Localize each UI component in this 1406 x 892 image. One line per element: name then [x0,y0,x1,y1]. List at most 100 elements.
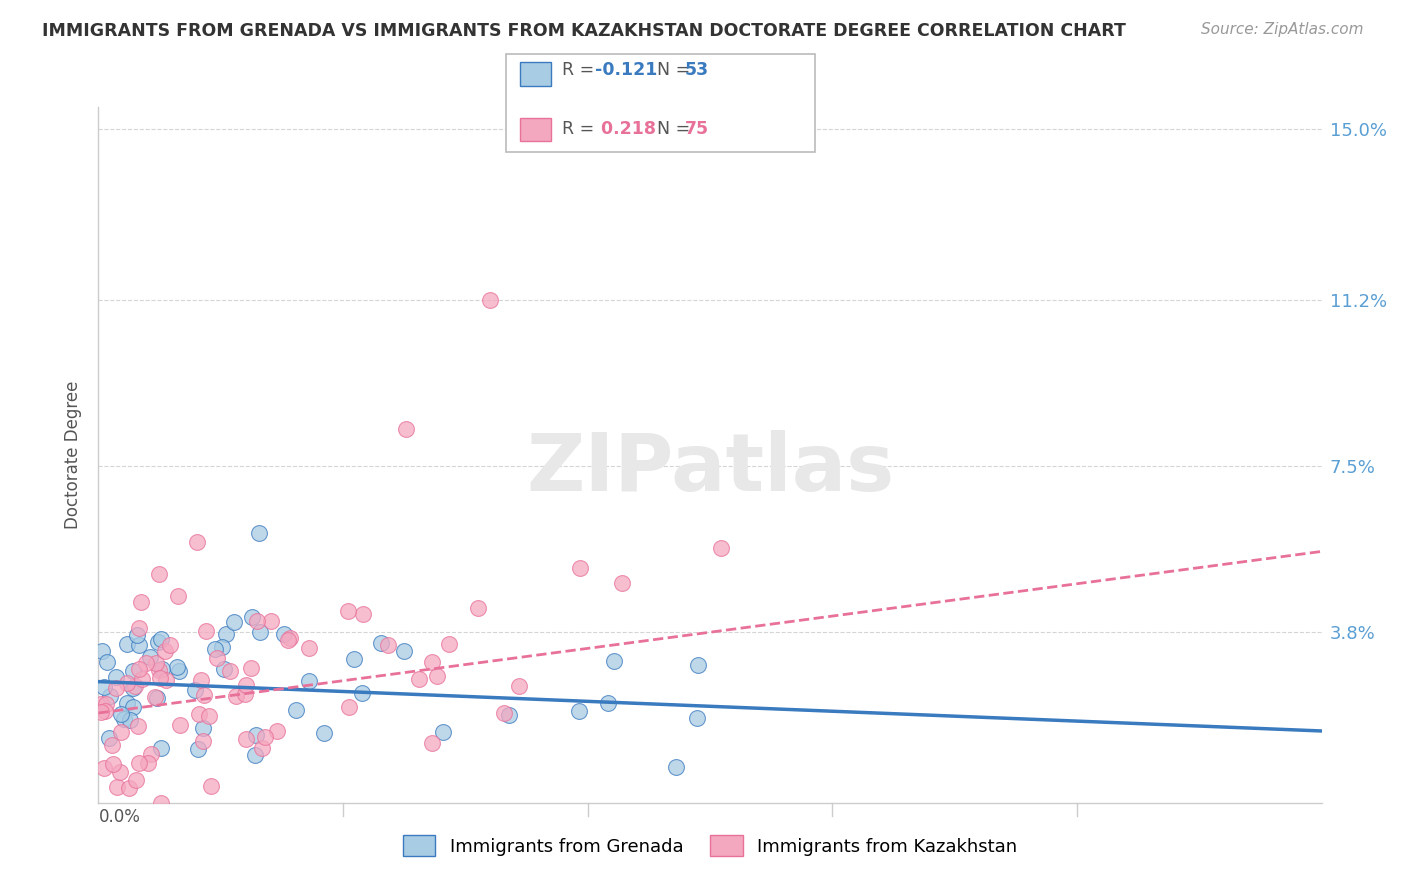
Point [336,604,359,618]
Point [127,719,149,733]
Point [96,655,118,669]
Point [239,660,262,674]
Point [149,632,172,647]
Point [101,738,124,752]
Point [298,640,321,655]
Point [193,733,215,747]
Point [508,679,530,693]
Legend: Immigrants from Grenada, Immigrants from Kazakhstan: Immigrants from Grenada, Immigrants from… [395,828,1025,863]
Point [596,696,619,710]
Point [408,672,430,686]
Point [118,780,141,795]
Point [105,670,128,684]
Point [243,748,266,763]
Point [187,741,209,756]
Point [112,712,135,726]
Point [117,696,139,710]
Point [188,707,211,722]
Point [273,626,295,640]
Point [337,699,360,714]
Point [235,731,257,746]
Point [246,614,269,628]
Point [569,561,592,575]
Point [603,654,626,668]
Point [159,638,181,652]
Point [145,657,167,671]
Text: 0.218: 0.218 [595,120,655,138]
Point [128,621,150,635]
Text: -0.121: -0.121 [595,61,657,78]
Point [437,637,460,651]
Point [93,761,115,775]
Point [128,756,150,770]
Point [568,704,591,718]
Point [240,610,263,624]
Point [685,711,707,725]
Point [204,642,226,657]
Point [350,685,373,699]
Point [105,780,128,795]
Point [135,656,157,670]
Text: R =: R = [562,120,600,138]
Point [120,713,142,727]
Text: 75: 75 [685,120,709,138]
Point [150,661,173,675]
Point [207,650,229,665]
Point [167,664,190,678]
Text: N =: N = [657,120,696,138]
Point [253,730,276,744]
Point [166,660,188,674]
Text: R =: R = [562,61,600,78]
Point [146,635,169,649]
Point [370,636,392,650]
Point [212,662,235,676]
Point [478,293,501,307]
Point [146,691,169,706]
Point [91,644,114,658]
Point [90,698,112,712]
Point [278,632,301,646]
Point [166,589,188,603]
Point [128,638,150,652]
Text: IMMIGRANTS FROM GRENADA VS IMMIGRANTS FROM KAZAKHSTAN DOCTORATE DEGREE CORRELATI: IMMIGRANTS FROM GRENADA VS IMMIGRANTS FR… [42,22,1126,40]
Point [218,664,240,678]
Text: N =: N = [657,61,696,78]
Point [138,649,160,664]
Point [150,796,173,810]
Point [420,736,443,750]
Point [153,644,176,658]
Point [211,640,233,654]
Point [93,704,115,718]
Point [93,680,115,694]
Point [492,706,515,721]
Point [129,595,152,609]
Point [121,681,143,695]
Point [249,624,271,639]
Point [124,679,146,693]
Point [426,669,449,683]
Point [235,678,257,692]
Point [233,687,256,701]
Point [498,708,520,723]
Point [143,690,166,704]
Point [277,633,299,648]
Point [148,566,170,581]
Point [136,756,159,770]
Point [108,764,131,779]
Point [184,682,207,697]
Point [284,703,307,717]
Point [377,638,399,652]
Point [215,626,238,640]
Point [169,718,191,732]
Point [193,689,215,703]
Point [250,741,273,756]
Point [247,526,270,541]
Point [98,689,121,703]
Point [110,706,132,721]
Point [352,607,374,621]
Point [186,534,208,549]
Point [122,699,145,714]
Point [298,673,321,688]
Point [101,756,124,771]
Point [432,725,454,739]
